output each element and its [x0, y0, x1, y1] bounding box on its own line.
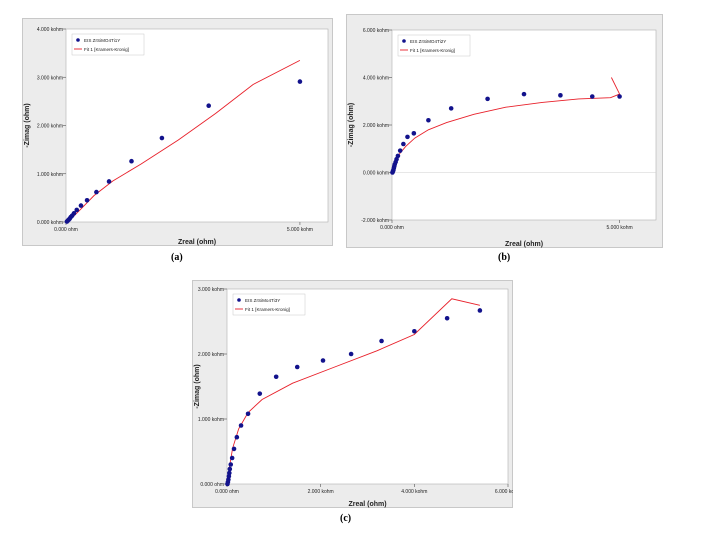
data-point	[234, 434, 240, 440]
legend-label-fit: Fit 1 [Kramers-Kronig]	[84, 47, 129, 52]
y-tick-label: 0.000 kohm	[37, 220, 63, 226]
y-tick-label: 4.000 kohm	[37, 27, 63, 33]
data-point	[405, 134, 410, 140]
chart-panel-a: 0.000 kohm 1.000 kohm 2.000 kohm 3.000 kohm…	[22, 18, 333, 246]
y-tick-label: -2.000 kohm	[361, 218, 389, 224]
y-tick-label: 0.000 ohm	[200, 482, 224, 488]
x-tick-label: 2.000 kohm	[308, 489, 334, 495]
data-point	[448, 106, 454, 111]
y-tick-label: 3.000 kohm	[37, 75, 63, 81]
data-point	[589, 94, 595, 99]
data-point	[617, 94, 622, 99]
data-point	[257, 391, 263, 396]
y-tick-label: 4.000 kohm	[363, 76, 389, 82]
data-point	[294, 364, 300, 370]
data-point	[227, 466, 233, 472]
data-point	[444, 315, 450, 321]
legend-point-marker	[76, 38, 80, 42]
legend-label-fit: Fit 1 [Kramers-Kronig]	[410, 48, 455, 53]
data-point	[477, 308, 483, 313]
plot-area	[226, 288, 509, 485]
y-tick-label: 3.000 kohm	[198, 287, 224, 293]
x-tick-label: 0.000 ohm	[54, 227, 78, 233]
y-tick-label: 0.000 kohm	[363, 171, 389, 177]
data-point	[395, 153, 401, 159]
y-tick-label: 2.000 kohm	[198, 352, 224, 358]
x-tick-label: 6.000 kohm	[495, 489, 513, 495]
chart-panel-b: -2.000 kohm 0.000 kohm 2.000 kohm 4.000 koh…	[346, 14, 663, 248]
x-axis-label: Zreal (ohm)	[178, 239, 216, 246]
data-point	[412, 328, 417, 334]
data-point	[558, 93, 563, 98]
y-axis-label: -Zimag (ohm)	[24, 103, 31, 147]
data-point	[238, 423, 244, 428]
x-tick-label: 5.000 kohm	[287, 227, 313, 233]
legend-label-fit: Fit 1 [Kramers-Kronig]	[245, 307, 290, 312]
y-tick-label: 2.000 kohm	[363, 123, 389, 129]
legend-box	[232, 293, 306, 316]
y-tick-label: 1.000 kohm	[37, 172, 63, 178]
data-point	[320, 358, 326, 363]
data-point	[426, 117, 431, 123]
legend-point-marker	[237, 298, 241, 302]
plot-area	[65, 28, 329, 223]
legend-label-points: EIS ZrSiMO4Ti2Y	[410, 39, 446, 44]
data-point	[348, 351, 354, 357]
legend-label-points: EIS ZrSiMo4Ti3Y	[245, 298, 280, 303]
y-axis-label: -Zimag (ohm)	[194, 364, 201, 408]
chart-panel-c: 0.000 ohm 1.000 kohm 2.000 kohm 3.000 kohm 0…	[192, 280, 513, 508]
data-point	[397, 148, 403, 153]
data-point	[227, 470, 232, 476]
data-point	[74, 207, 80, 213]
panel-label-a: (a)	[171, 252, 183, 263]
fit-line	[226, 298, 481, 485]
chart-b-svg: -2.000 kohm 0.000 kohm 2.000 kohm 4.000 koh…	[346, 14, 663, 248]
data-point	[245, 411, 251, 417]
data-point	[106, 179, 112, 184]
data-point	[129, 158, 134, 164]
legend-point-marker	[402, 39, 406, 43]
x-tick-label: 0.000 ohm	[215, 489, 239, 495]
chart-c-svg: 0.000 ohm 1.000 kohm 2.000 kohm 3.000 kohm 0…	[192, 280, 513, 508]
data-point	[94, 189, 99, 195]
data-point	[231, 446, 237, 452]
chart-a-svg: 0.000 kohm 1.000 kohm 2.000 kohm 3.000 kohm…	[22, 18, 333, 246]
x-tick-label: 4.000 kohm	[401, 489, 427, 495]
data-point	[485, 96, 490, 102]
data-point	[273, 374, 279, 380]
fit-line	[391, 77, 621, 173]
data-point	[379, 338, 384, 344]
data-point	[84, 197, 90, 203]
data-point	[78, 203, 84, 208]
panel-label-b: (b)	[498, 252, 511, 263]
data-point	[297, 79, 303, 84]
panel-label-c: (c)	[340, 513, 352, 524]
data-point	[411, 131, 417, 136]
y-tick-label: 2.000 kohm	[37, 124, 63, 130]
data-point	[206, 103, 211, 109]
x-axis-label: Zreal (ohm)	[348, 501, 386, 508]
data-point	[521, 91, 527, 97]
data-point	[228, 462, 234, 467]
data-point	[71, 211, 77, 216]
data-point	[159, 135, 165, 141]
x-tick-label: 5.000 kohm	[607, 225, 633, 231]
legend-box	[71, 33, 145, 56]
y-tick-label: 6.000 kohm	[363, 28, 389, 34]
data-point	[401, 141, 406, 147]
y-tick-label: 1.000 kohm	[198, 417, 224, 423]
x-tick-label: 0.000 ohm	[380, 225, 404, 231]
y-axis-label: -Zimag (ohm)	[348, 103, 355, 147]
plot-area	[391, 29, 657, 221]
data-point	[229, 455, 235, 461]
legend-label-points: EIS ZrSiMO4Ti1Y	[84, 38, 120, 43]
legend-box	[397, 34, 471, 57]
x-axis-label: Zreal (ohm)	[505, 241, 543, 248]
